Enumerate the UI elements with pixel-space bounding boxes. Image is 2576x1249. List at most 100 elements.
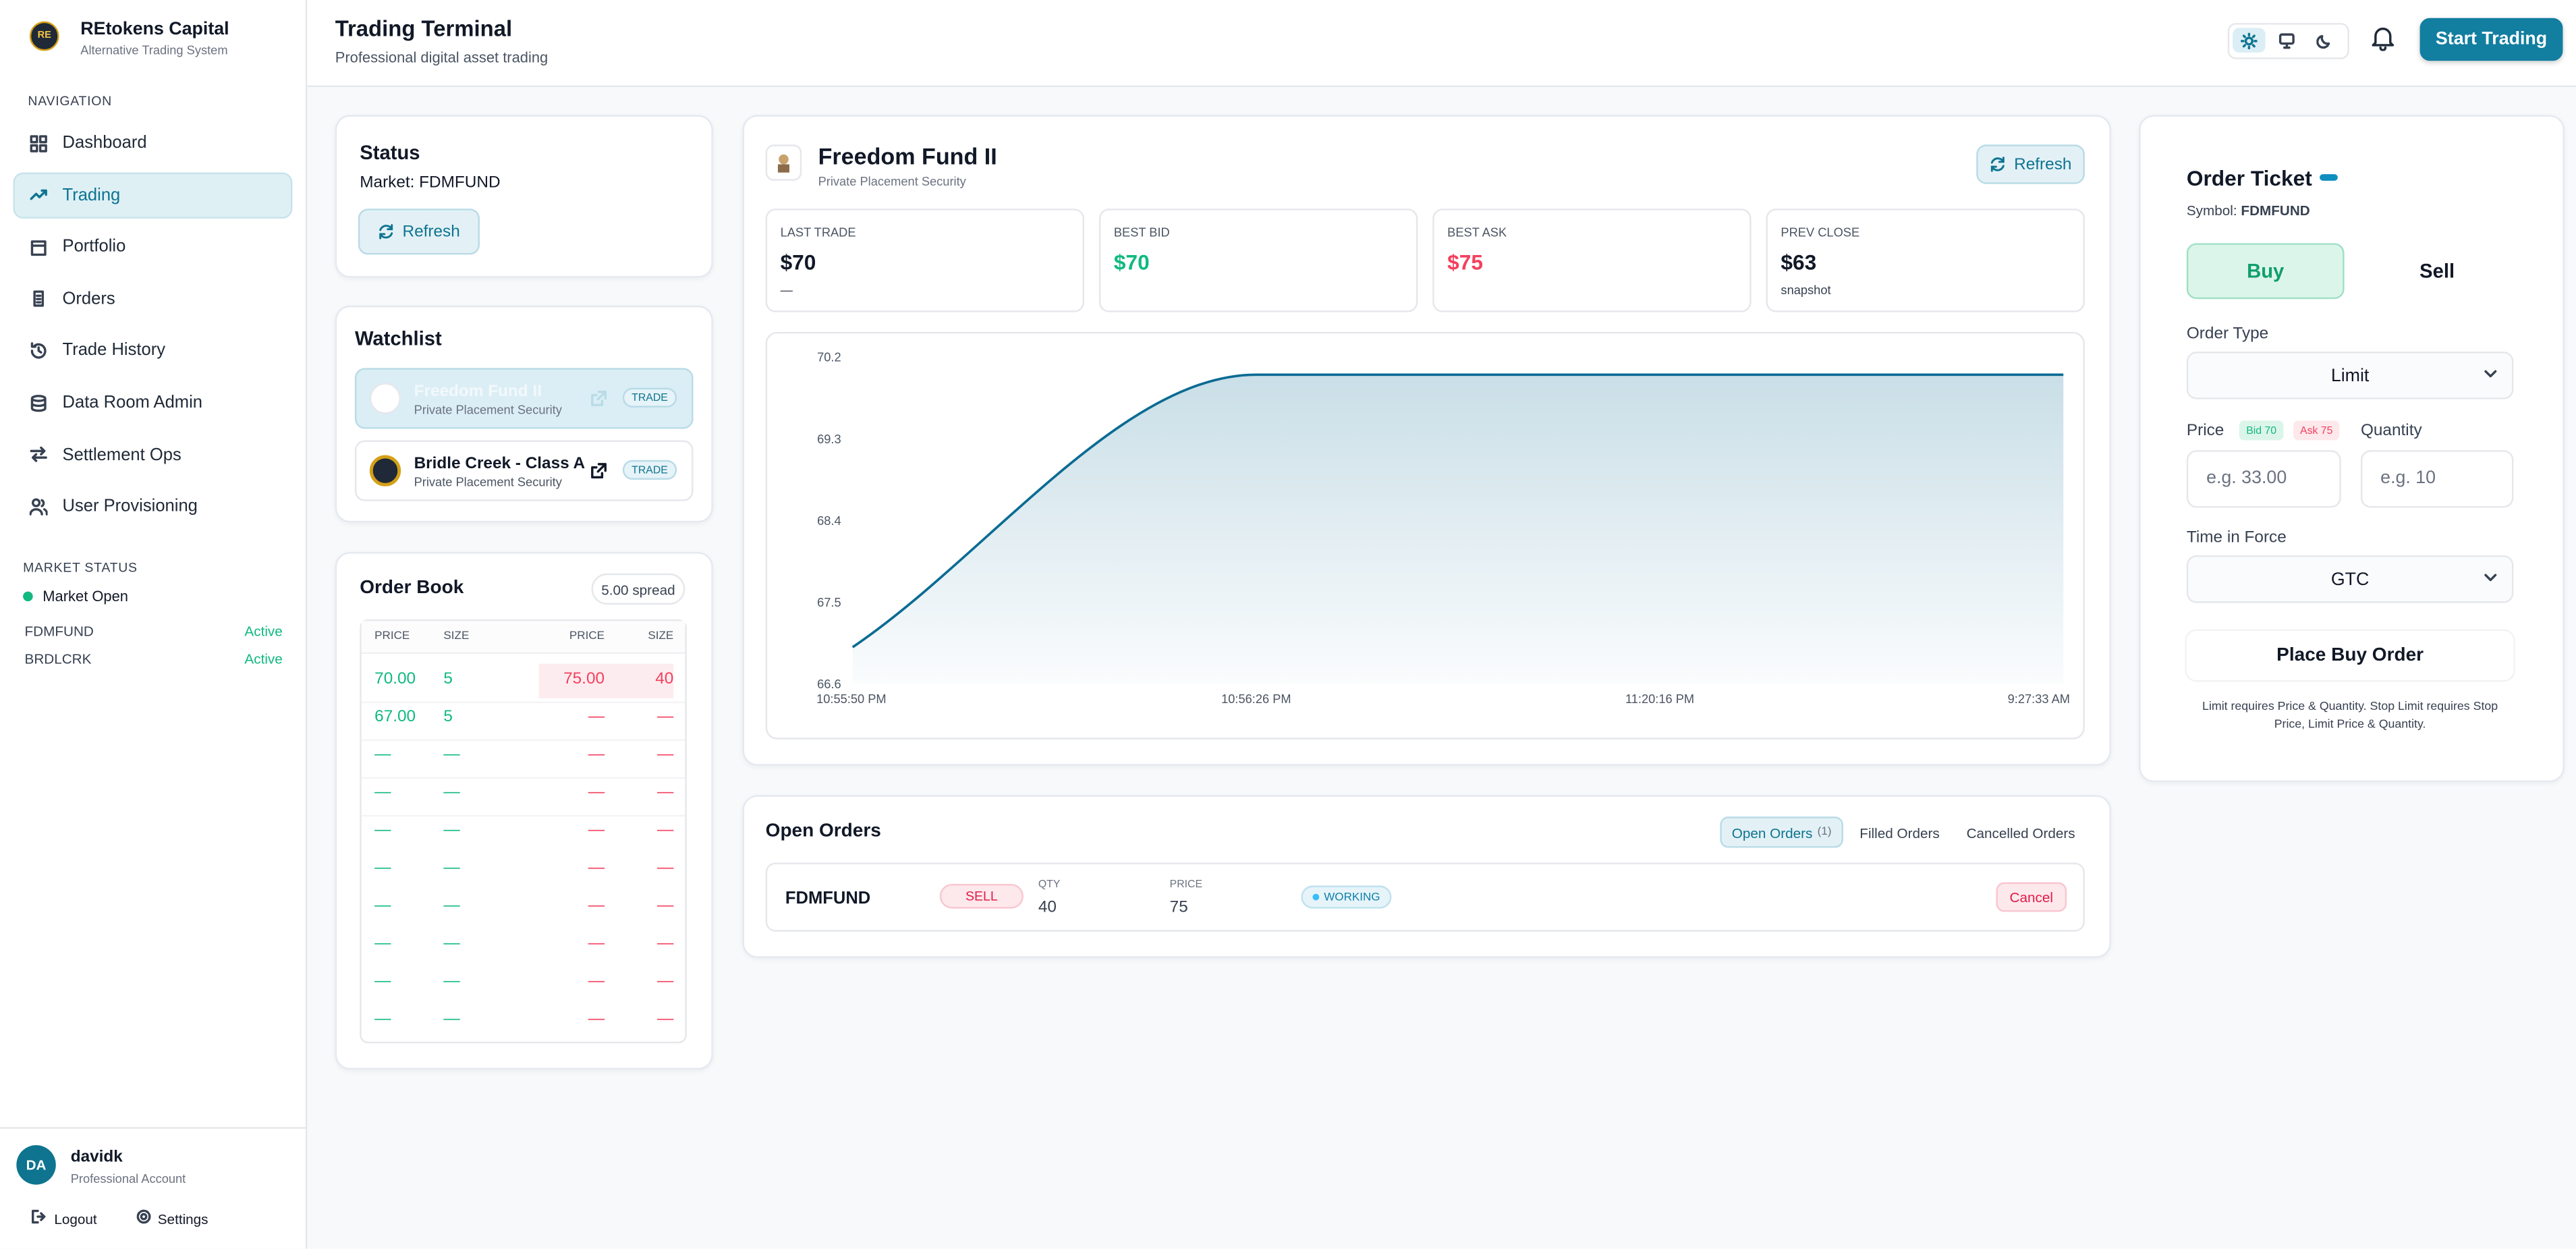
watchlist-type: Private Placement Security [414,402,562,418]
book-cell: 70.00 [374,670,416,689]
tab-cancelled[interactable]: Cancelled Orders [1966,825,2075,841]
book-cell: — [656,972,674,991]
stat-sub: — [780,282,793,298]
book-cell: — [588,708,605,727]
monitor-icon[interactable] [2278,33,2295,49]
book-cell: — [443,972,460,991]
order-row [765,862,2085,932]
refresh-label: Refresh [2014,155,2072,173]
logout[interactable]: Logout [54,1211,97,1227]
trade-pill: TRADE [622,387,677,408]
ticket-title: Order Ticket [2186,165,2312,191]
stat-box [1766,209,2085,312]
moon-icon[interactable] [2316,33,2332,49]
refresh-label: Refresh [402,222,460,241]
tab-open[interactable]: Open Orders (1) [1720,816,1843,848]
nav-item[interactable]: User Provisioning [62,496,198,517]
tif-select[interactable]: GTC [2186,555,2514,603]
book-cell: — [588,783,605,802]
nav-item[interactable]: Trading [62,185,121,205]
book-column: PRICE [374,631,410,643]
icon [591,463,607,479]
stat-value: $70 [780,250,816,275]
icon-path [591,463,607,479]
watchlist-title: Watchlist [354,327,442,350]
market-symbol-status: Active [244,650,283,667]
market-symbol: FDMFUND [24,622,94,640]
nav-item[interactable]: Portfolio [62,237,126,257]
book-column: SIZE [443,631,470,643]
market-symbol-status: Active [244,622,283,640]
x-tick-label: 10:55:50 PM [816,692,887,706]
book-cell: — [588,935,605,953]
icon [30,393,47,412]
quantity-label: Quantity [2360,422,2422,441]
book-cell: — [588,897,605,916]
bid-badge: Bid 70 [2239,420,2284,441]
security-type: Private Placement Security [818,174,966,190]
watchlist-name: Bridle Creek - Class A [414,455,586,474]
status-refresh-button[interactable]: Refresh [358,209,480,255]
icon-path [591,391,607,406]
sell-button[interactable]: Sell [2360,243,2514,300]
book-cell: 5 [443,708,453,727]
order-book-head [361,621,685,655]
stat-label: BEST ASK [1447,225,1507,240]
y-tick-label: 66.6 [817,677,841,691]
watchlist-type: Private Placement Security [414,474,562,490]
cancel-button[interactable]: Cancel [1996,882,2067,912]
place-order-button[interactable]: Place Buy Order [2186,631,2514,681]
price-label: PRICE [1169,879,1203,891]
icon [33,291,45,308]
order-symbol: FDMFUND [785,889,871,909]
nav-active-bg [13,171,293,218]
order-type-select[interactable]: Limit [2186,352,2514,399]
security-logo-art [777,154,789,173]
nav-item[interactable]: Dashboard [62,133,147,153]
status-pill: WORKING [1301,885,1392,909]
ticket-note: Limit requires Price & Quantity. Stop Li… [2202,698,2498,731]
ticket-symbol: Symbol: FDMFUND [2187,202,2310,218]
settings[interactable]: Settings [157,1211,208,1227]
price-value: 75 [1169,898,1188,917]
ask-highlight [538,663,674,698]
quantity-input[interactable] [2360,450,2514,508]
bell-icon[interactable] [2371,25,2396,51]
icon-path [33,291,45,308]
book-cell: — [588,746,605,765]
buy-button[interactable]: Buy [2186,243,2345,300]
status-title: Status [360,141,420,165]
book-cell: — [443,783,460,802]
x-tick-label: 11:20:16 PM [1625,692,1694,706]
book-cell: — [443,821,460,840]
trade-pill: TRADE [622,460,677,480]
watchlist-name: Freedom Fund II [414,383,542,401]
market-status-heading: MARKET STATUS [23,560,138,576]
nav-item[interactable]: Data Room Admin [62,392,203,413]
book-cell: — [588,972,605,991]
nav-item[interactable]: Trade History [62,340,166,361]
header [307,0,2576,88]
book-cell: 67.00 [374,708,416,727]
sun-icon [2241,32,2258,50]
order-book-title: Order Book [360,578,464,599]
book-cell: — [374,935,391,953]
book-cell: — [656,708,674,727]
book-row-line [361,814,685,817]
market-state: Market Open [43,588,128,605]
book-cell: — [443,859,460,878]
brand-name: REtokens Capital [80,20,229,40]
nav-item[interactable]: Orders [62,289,115,309]
book-cell: — [656,859,674,878]
price-input[interactable] [2186,450,2341,508]
nav-item[interactable]: Settlement Ops [62,444,181,465]
security-refresh-button[interactable]: Refresh [1976,144,2085,184]
book-cell: — [588,1010,605,1029]
book-cell: — [374,859,391,878]
tab-filled[interactable]: Filled Orders [1859,825,1940,841]
start-trading-button[interactable]: Start Trading [2419,18,2563,61]
book-cell: — [374,1010,391,1029]
y-tick-label: 69.3 [817,432,841,446]
